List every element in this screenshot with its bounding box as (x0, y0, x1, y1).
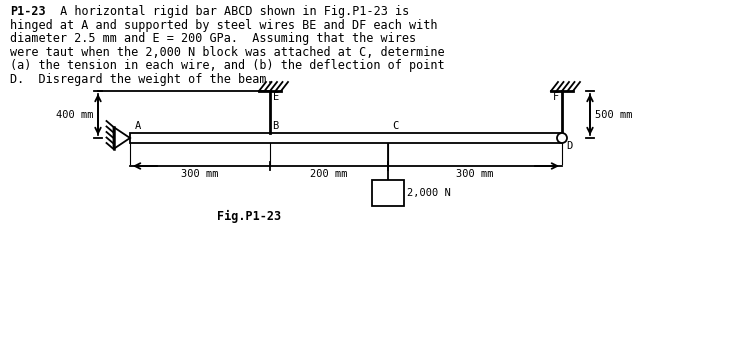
Text: 200 mm: 200 mm (310, 169, 348, 179)
Polygon shape (114, 127, 130, 149)
Text: 2,000 N: 2,000 N (407, 188, 451, 198)
Text: B: B (272, 121, 278, 131)
Text: 500 mm: 500 mm (595, 110, 633, 120)
Text: P1-23: P1-23 (10, 5, 46, 18)
Text: F: F (553, 92, 559, 102)
Text: hinged at A and supported by steel wires BE and DF each with: hinged at A and supported by steel wires… (10, 19, 437, 31)
Text: E: E (273, 92, 279, 102)
Text: D: D (566, 141, 573, 151)
Text: (a) the tension in each wire, and (b) the deflection of point: (a) the tension in each wire, and (b) th… (10, 59, 445, 72)
Text: 300 mm: 300 mm (457, 169, 494, 179)
Circle shape (557, 133, 567, 143)
Text: 400 mm: 400 mm (56, 110, 93, 120)
Text: A horizontal rigid bar ABCD shown in Fig.P1-23 is: A horizontal rigid bar ABCD shown in Fig… (53, 5, 410, 18)
Text: D.  Disregard the weight of the beam.: D. Disregard the weight of the beam. (10, 72, 274, 86)
Bar (130, 133, 562, 143)
Text: A: A (135, 121, 141, 131)
Bar (372, 180, 404, 206)
Text: C: C (392, 121, 399, 131)
Text: were taut when the 2,000 N block was attached at C, determine: were taut when the 2,000 N block was att… (10, 46, 445, 58)
Text: Fig.P1-23: Fig.P1-23 (217, 210, 281, 223)
Text: 300 mm: 300 mm (181, 169, 219, 179)
Text: diameter 2.5 mm and E = 200 GPa.  Assuming that the wires: diameter 2.5 mm and E = 200 GPa. Assumin… (10, 32, 416, 45)
